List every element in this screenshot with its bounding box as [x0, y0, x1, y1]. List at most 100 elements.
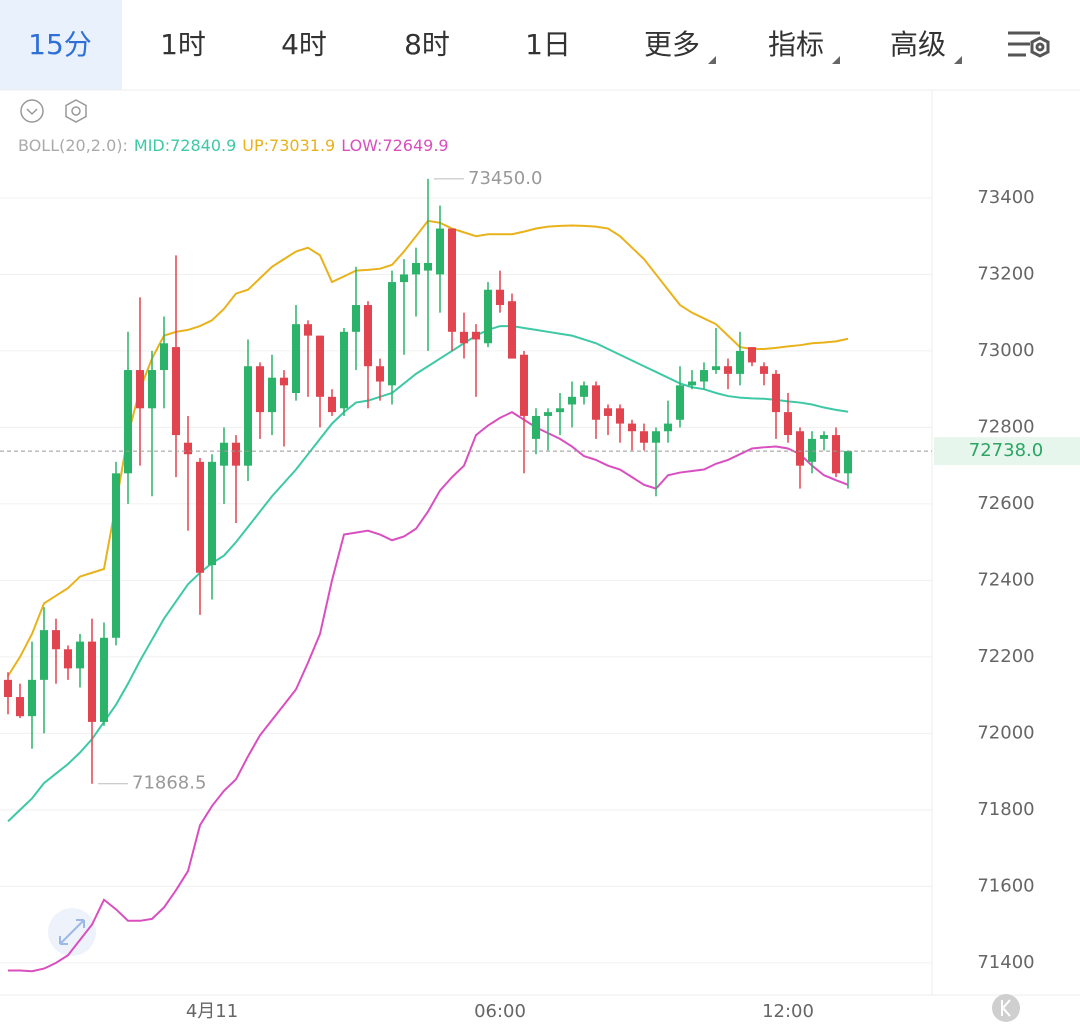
candle-body [724, 366, 732, 374]
candle-body [508, 301, 516, 359]
candle-body [292, 324, 300, 393]
candle-body [760, 366, 768, 374]
annotation-label: 73450.0 [468, 168, 542, 189]
dropdown-triangle [954, 56, 962, 64]
candle-body [340, 331, 348, 409]
candle-body [148, 370, 156, 409]
candle-body [568, 396, 576, 405]
candle-body [28, 679, 36, 717]
y-tick-label: 72800 [977, 416, 1034, 437]
candle-body [316, 335, 324, 397]
candle-body [808, 438, 816, 462]
dropdown-triangle [708, 56, 716, 64]
candle-body [232, 442, 240, 466]
candle-body [820, 435, 828, 439]
candle-body [784, 412, 792, 436]
candle-body [748, 347, 756, 363]
candle-body [88, 641, 96, 722]
candle-body [472, 331, 480, 340]
candle-body [700, 370, 708, 382]
candle-body [796, 431, 804, 466]
candle-body [664, 423, 672, 432]
y-tick-label: 71600 [977, 875, 1034, 896]
candle-body [736, 350, 744, 374]
candle-body [640, 431, 648, 443]
candle-body [628, 423, 636, 432]
y-tick-label: 72400 [977, 569, 1034, 590]
candle-body [76, 641, 84, 669]
candle-body [304, 324, 312, 336]
candle-body [676, 385, 684, 420]
last-price-label: 72738.0 [969, 440, 1043, 461]
k-button[interactable] [992, 994, 1020, 1022]
tab[interactable]: 4时 [281, 28, 327, 61]
y-tick-label: 71400 [977, 952, 1034, 973]
candle-body [100, 637, 108, 722]
candle-body [652, 431, 660, 443]
indicator-legend: BOLL(20,2.0): MID:72840.9 UP:73031.9 LOW:72… [18, 136, 449, 155]
candle-body [604, 408, 612, 416]
candle-body [64, 649, 72, 669]
active-tab-bg [0, 0, 122, 90]
legend-value: 73031.9 [269, 136, 335, 155]
tab[interactable]: 8时 [404, 28, 450, 61]
tab[interactable]: 1时 [160, 28, 206, 61]
candle-body [160, 343, 168, 371]
candle-body [592, 385, 600, 420]
y-tick-label: 71800 [977, 799, 1034, 820]
collapse-icon[interactable] [20, 99, 44, 123]
candle-body [412, 262, 420, 275]
candle-body [256, 366, 264, 413]
legend-name: MID: [134, 136, 170, 155]
dropdown-triangle [832, 56, 840, 64]
x-tick-label: 4月11 [186, 1001, 238, 1022]
boll-line [7, 325, 849, 823]
x-tick-label: 06:00 [474, 1001, 526, 1022]
tab[interactable]: 更多 [644, 28, 700, 61]
candle-body [844, 451, 852, 474]
candle-body [112, 473, 120, 638]
candle-body [616, 408, 624, 424]
candle-body [496, 289, 504, 306]
candle-body [436, 228, 444, 275]
candle-body [532, 415, 540, 439]
y-tick-label: 73400 [977, 187, 1034, 208]
x-tick-label: 12:00 [762, 1001, 814, 1022]
candle-body [520, 354, 528, 416]
tab[interactable]: 15分 [28, 28, 92, 61]
candle-body [172, 347, 180, 436]
candle-body [364, 305, 372, 367]
candle-body [40, 630, 48, 680]
candle-body [208, 461, 216, 566]
indicator-settings-icon[interactable] [65, 99, 87, 123]
candle-body [580, 385, 588, 397]
candle-body [400, 274, 408, 283]
candle-body [16, 697, 24, 717]
candle-body [388, 282, 396, 386]
settings-icon[interactable] [1008, 31, 1050, 58]
candle-body [4, 679, 12, 698]
legend-value: 72649.9 [382, 136, 448, 155]
legend-name: UP: [242, 136, 269, 155]
last-price-tag [934, 437, 1080, 466]
tab[interactable]: 1日 [525, 28, 571, 61]
annotation-label: 71868.5 [132, 773, 206, 794]
candle-body [124, 370, 132, 474]
candle-body [52, 630, 60, 650]
candle-body [328, 396, 336, 413]
candle-body [268, 377, 276, 413]
tab[interactable]: 高级 [890, 28, 946, 61]
y-tick-label: 73000 [977, 340, 1034, 361]
candle-body [352, 305, 360, 332]
expand-button[interactable] [48, 908, 96, 956]
candle-body [196, 461, 204, 573]
candle-body [544, 412, 552, 416]
candle-body [688, 381, 696, 386]
tab[interactable]: 指标 [768, 28, 824, 61]
indicator-label: BOLL(20,2.0): [18, 136, 128, 155]
candle-body [220, 442, 228, 466]
y-tick-label: 73200 [977, 263, 1034, 284]
candle-body [424, 262, 432, 271]
